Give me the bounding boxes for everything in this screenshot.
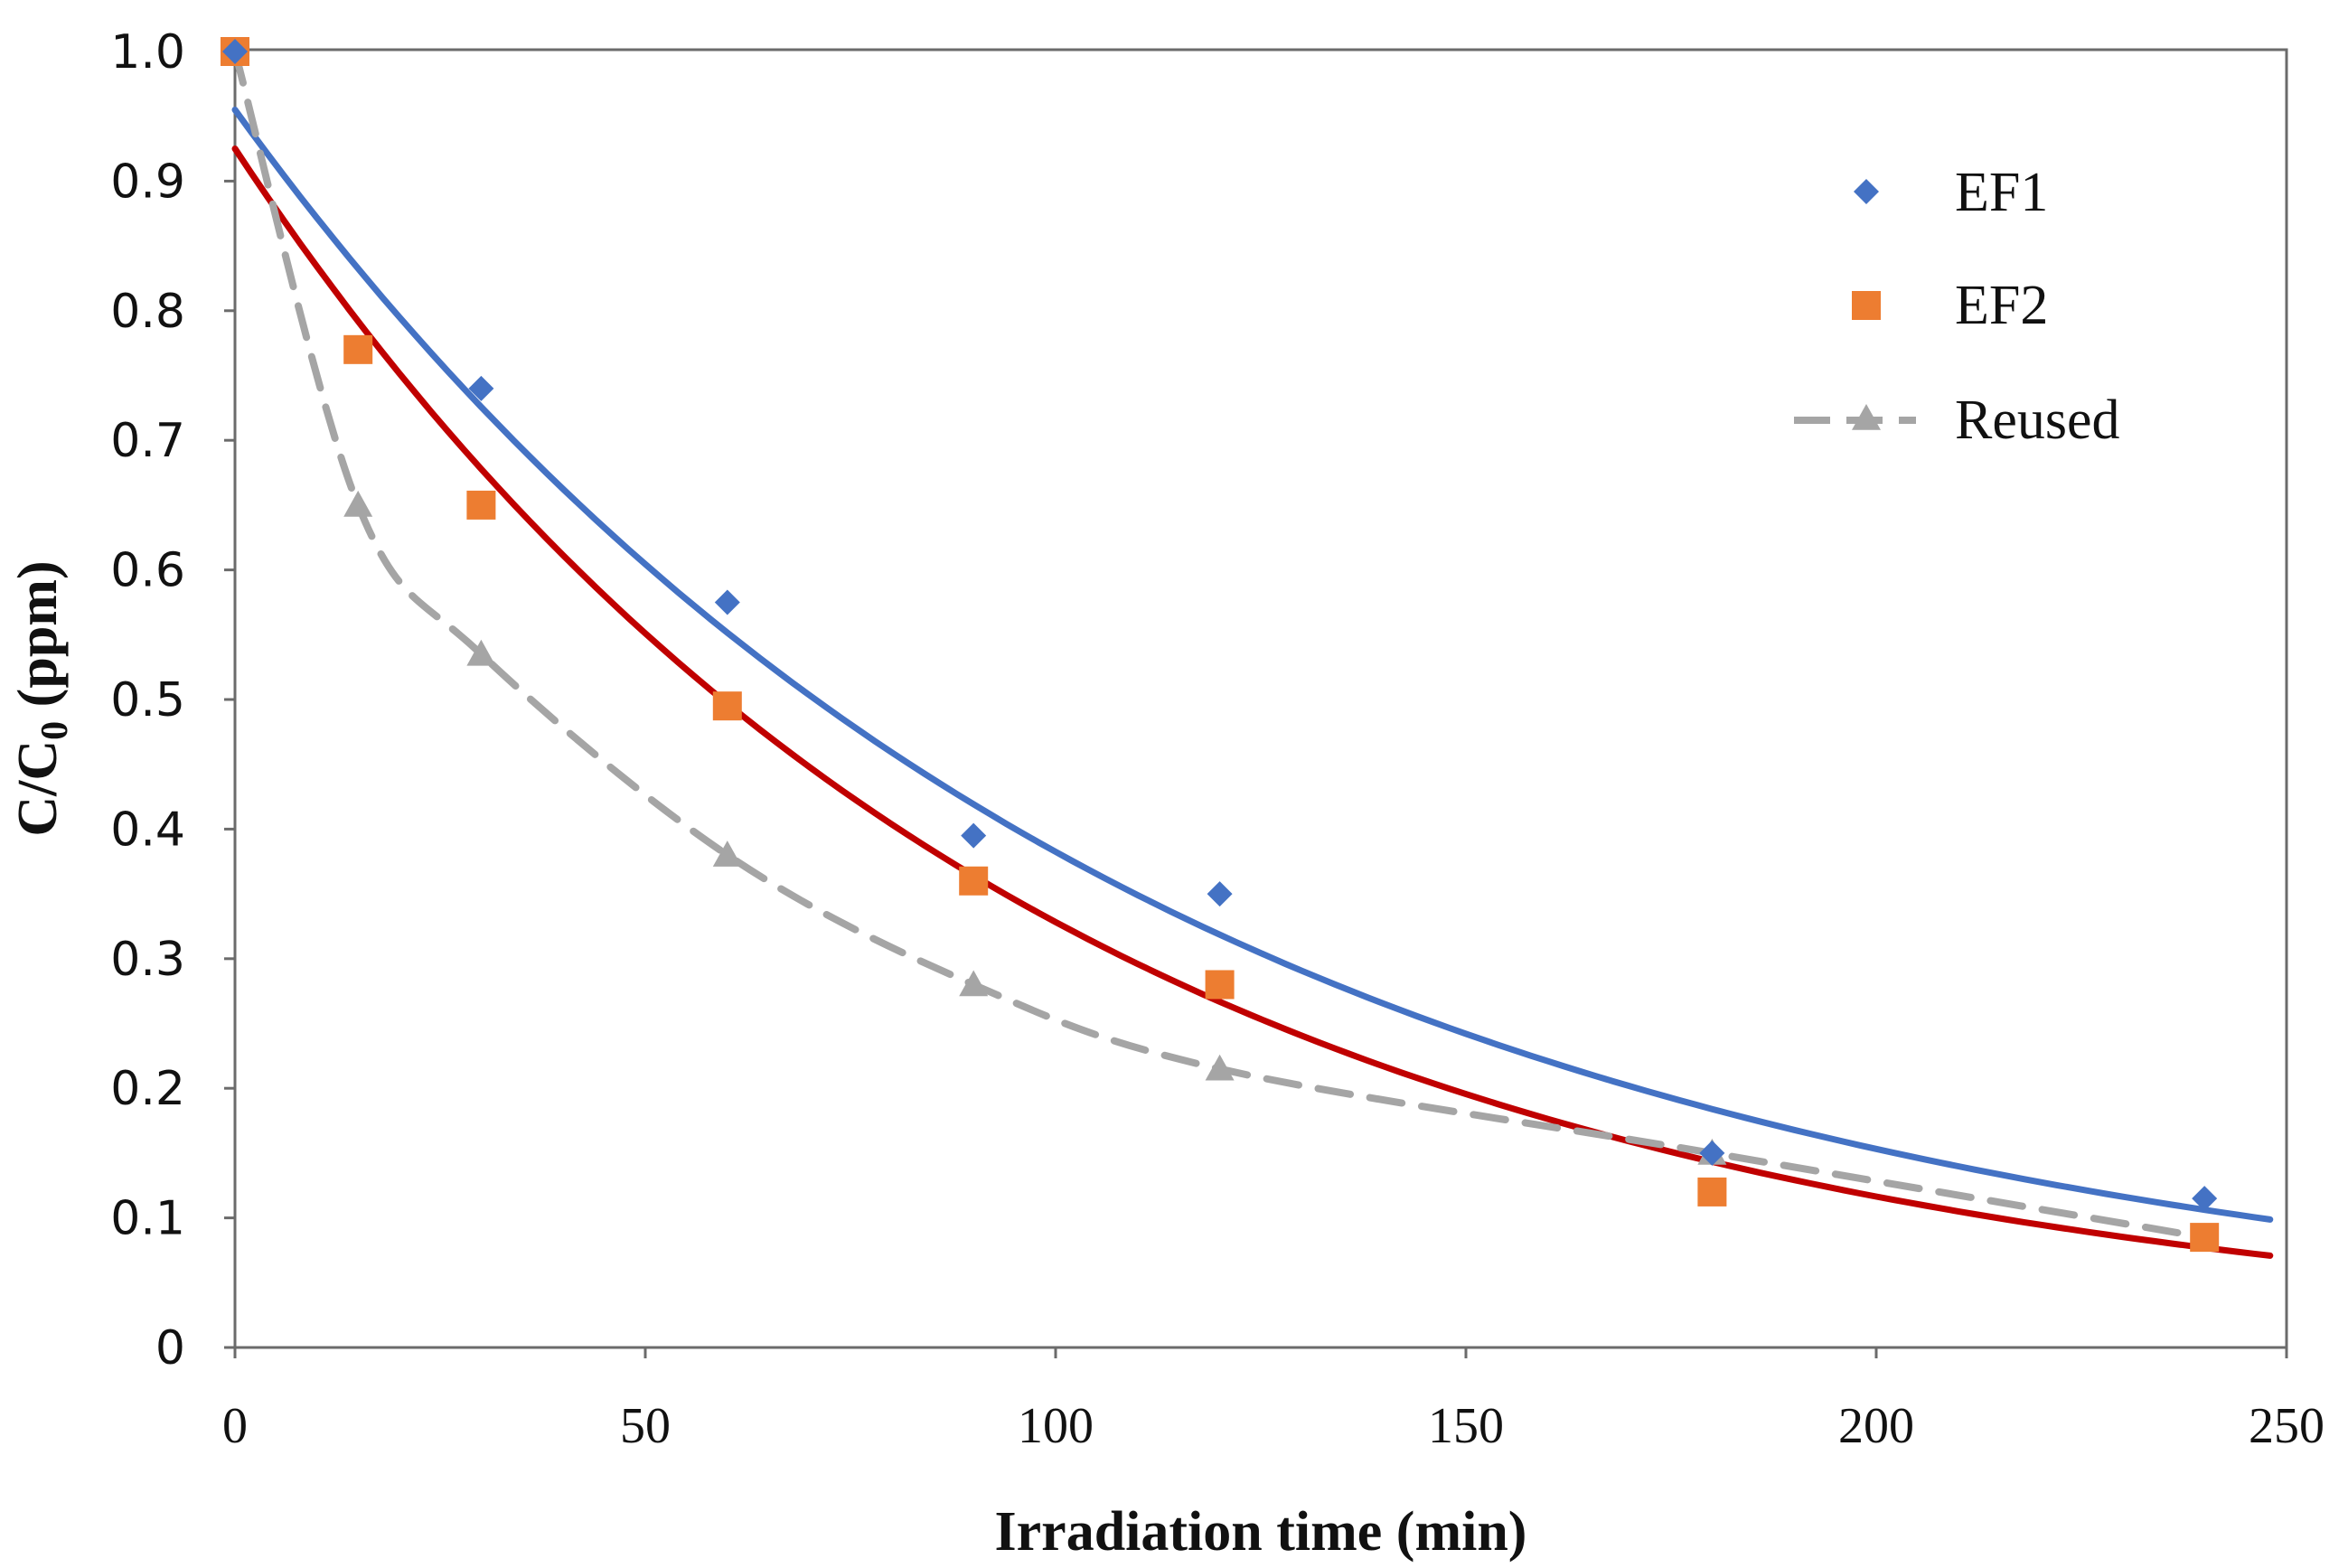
ef1-point (468, 375, 494, 401)
ef2-point (1697, 1177, 1727, 1207)
x-tick-label: 100 (1018, 1398, 1094, 1454)
y-tick-label: 0.3 (110, 933, 185, 987)
y-tick-label: 0.8 (110, 285, 185, 339)
reused-point (466, 639, 496, 666)
y-tick-label: 0.1 (110, 1192, 185, 1246)
y-axis-title-main: C/C (7, 740, 69, 837)
reused-point (1205, 1054, 1235, 1081)
y-axis-title: C/C0 (ppm) (7, 560, 76, 836)
x-axis-title: Irradiation time (min) (995, 1501, 1527, 1563)
ef1-point (2192, 1186, 2218, 1212)
ef1-point (961, 822, 987, 849)
legend-symbol-ef2 (1852, 291, 1881, 320)
y-axis-title-unit: (ppm) (7, 560, 69, 720)
y-tick-label: 0.9 (110, 155, 185, 209)
ef2-point (343, 334, 373, 364)
data-markers (221, 37, 2220, 1253)
trendlines (231, 107, 2274, 1259)
ef2-trendline (231, 146, 2274, 1259)
reused-point (712, 840, 742, 867)
reused-point (959, 970, 989, 997)
y-axis: 0 0.1 0.2 0.3 0.4 0.5 0.6 0.7 0.8 0.9 1.0 (110, 25, 235, 1376)
legend-item-ef2 (1852, 291, 1881, 320)
ef1-point (714, 589, 740, 615)
x-tick-label: 50 (620, 1398, 671, 1454)
plot-area (233, 48, 2288, 1349)
legend-symbol-reused (1852, 404, 1881, 430)
y-tick-label: 0.7 (110, 414, 185, 468)
y-tick-label: 1.0 (110, 25, 185, 80)
legend-item-ef1 (1854, 179, 1879, 204)
x-tick-label: 0 (222, 1398, 248, 1454)
x-tick-label: 150 (1428, 1398, 1504, 1454)
y-tick-label: 0.2 (110, 1062, 185, 1116)
y-tick-label: 0.6 (110, 544, 185, 598)
legend-item-reused (1794, 404, 1916, 430)
ef1-trendline (231, 107, 2274, 1223)
legend-symbol-ef1 (1854, 179, 1879, 204)
y-axis-title-subscript: 0 (34, 721, 76, 740)
ef1-point (1207, 881, 1233, 907)
ef2-point (2190, 1223, 2220, 1253)
ef2-point (1205, 970, 1235, 1000)
ef2-point (959, 866, 989, 896)
x-tick-label: 200 (1838, 1398, 1914, 1454)
legend-label-ef2: EF2 (1955, 275, 2048, 336)
y-tick-label: 0.5 (110, 673, 185, 728)
x-axis: 0 50 100 150 200 250 (222, 1347, 2325, 1454)
legend-label-reused: Reused (1955, 390, 2120, 451)
ef2-point (466, 490, 496, 520)
legend: EF1 EF2 Reused (1794, 162, 2120, 451)
reused-point (343, 490, 373, 517)
ef2-point (712, 691, 742, 721)
y-tick-label: 0 (155, 1321, 185, 1376)
ef1-point (222, 39, 248, 64)
ef1-point (1699, 1140, 1725, 1166)
y-tick-label: 0.4 (110, 803, 185, 857)
x-tick-label: 250 (2249, 1398, 2325, 1454)
legend-label-ef1: EF1 (1955, 162, 2048, 223)
